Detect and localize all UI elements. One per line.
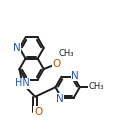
Text: O: O [34,107,42,117]
Text: N: N [13,43,20,53]
Text: N: N [71,71,79,81]
Text: O: O [53,59,61,69]
Text: CH₃: CH₃ [89,82,104,91]
Text: CH₃: CH₃ [58,49,74,58]
Text: N: N [56,93,64,104]
Text: HN: HN [15,78,30,88]
